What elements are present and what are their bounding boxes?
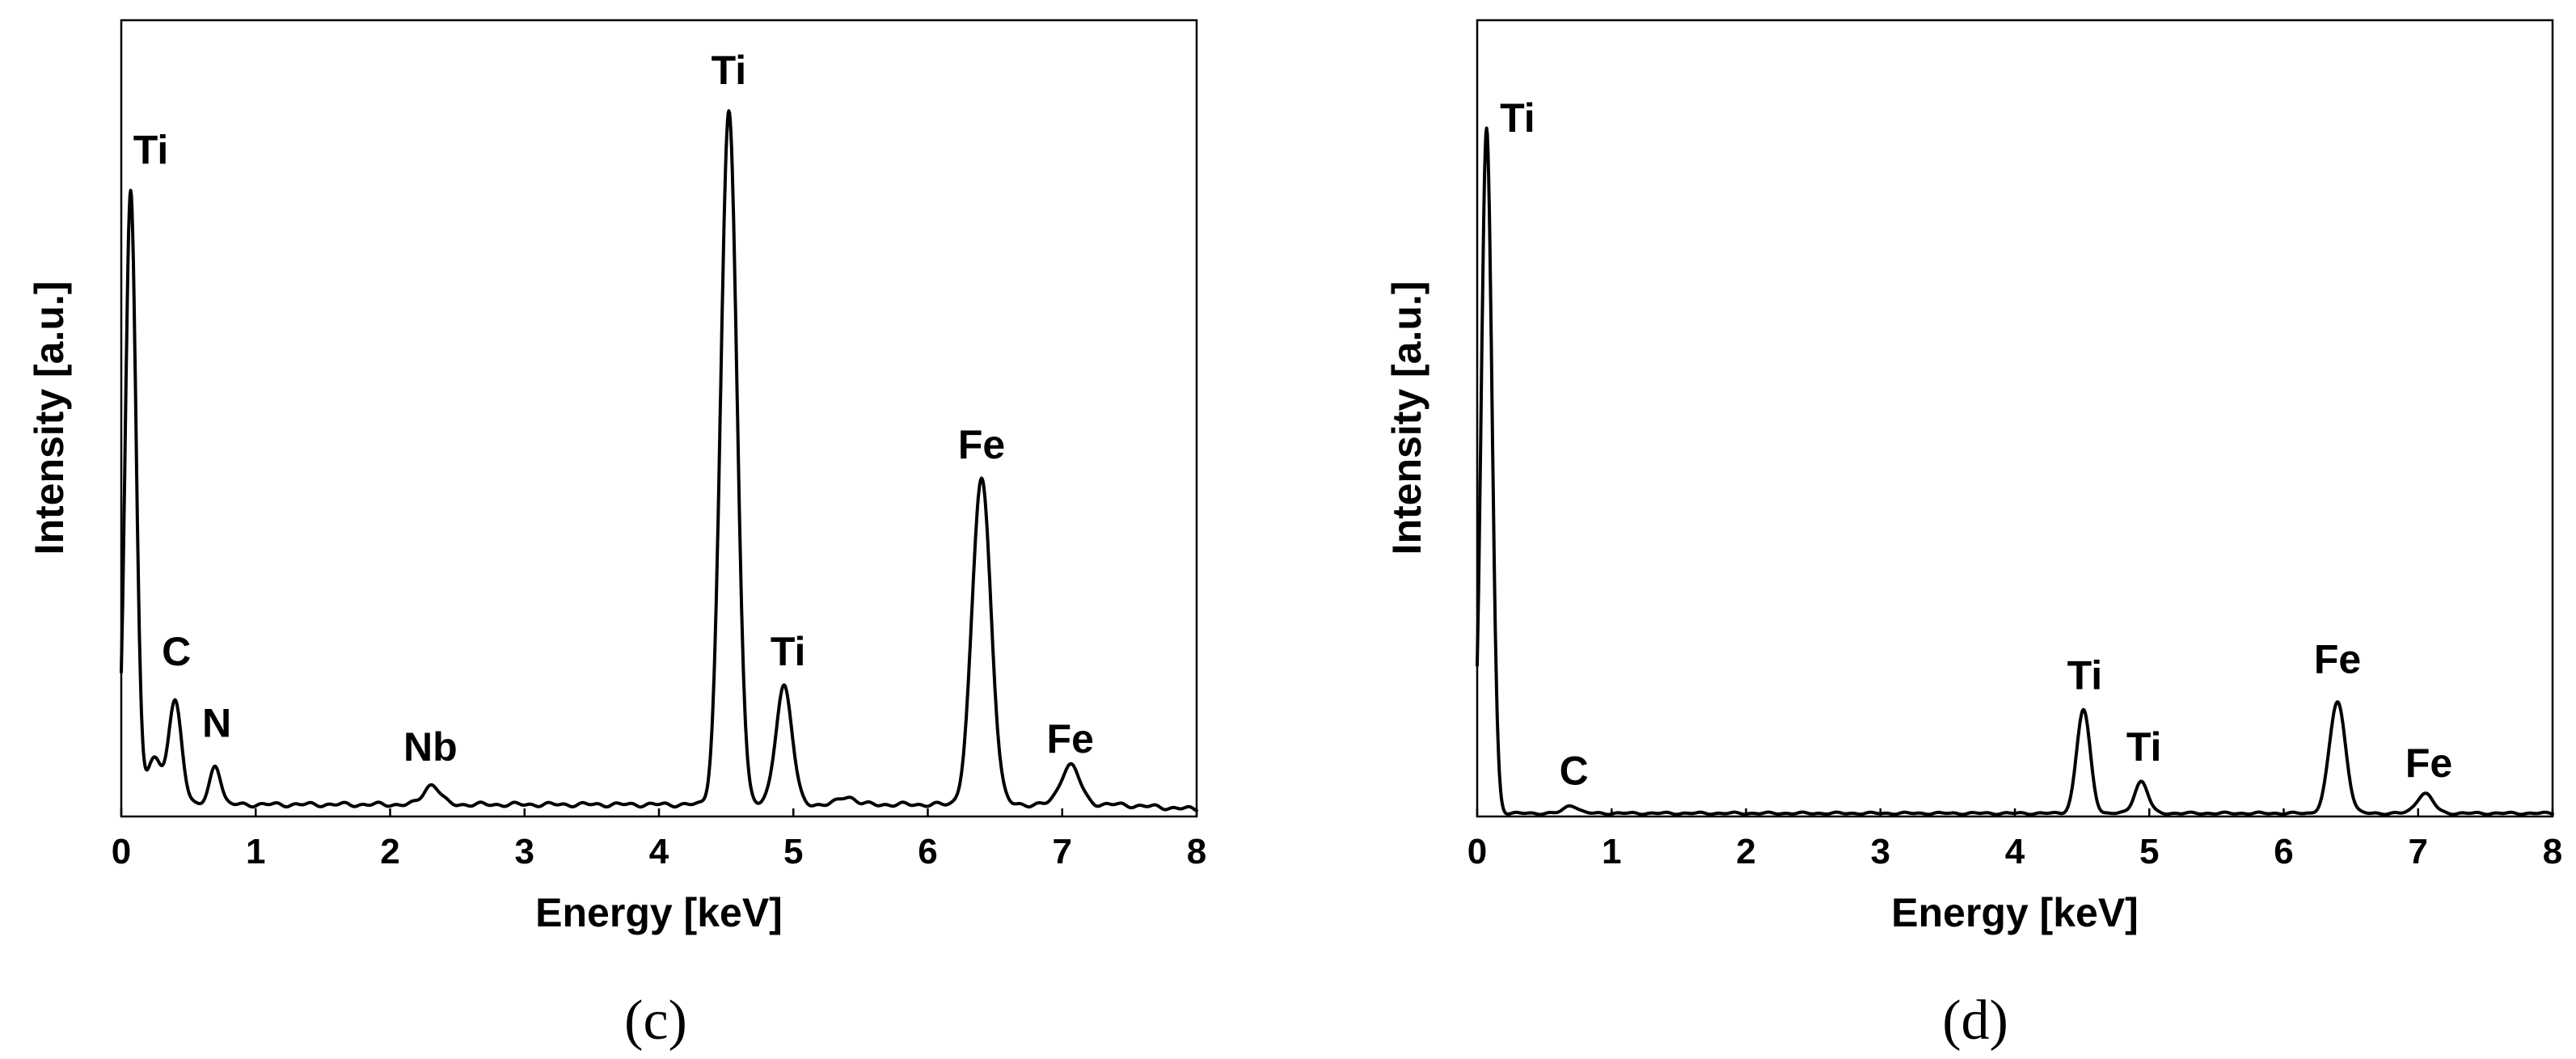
chart-panel-c: 0 1 2 3 4 5 6 7 8 Ti CN Nb Ti Ti Fe Fe Energy [keV] In… <box>27 19 1206 1052</box>
peak-label: Ti <box>712 48 747 93</box>
x-tick-label: 5 <box>783 832 803 871</box>
peak-label: Ti <box>2126 724 2162 770</box>
x-tick-label: 4 <box>649 832 669 871</box>
x-tick-label: 2 <box>1736 832 1755 871</box>
x-tick-label: 3 <box>1871 832 1890 871</box>
x-tick-label: 1 <box>246 832 265 871</box>
peak-label: Nb <box>403 724 458 770</box>
x-tick-label: 0 <box>112 832 131 871</box>
x-ticks-c: 0 1 2 3 4 5 6 7 8 <box>112 808 1206 871</box>
peak-label: C <box>1560 749 1589 794</box>
peak-label: Ti <box>2067 652 2103 698</box>
peak-label: Fe <box>2405 740 2452 786</box>
x-tick-label: 5 <box>2139 832 2159 871</box>
peak-label: Ti <box>1500 95 1535 141</box>
spectrum-line-c <box>120 109 1198 812</box>
y-axis-label-d: Intensity [a.u.] <box>1384 281 1429 555</box>
plot-frame-d <box>1476 19 2554 818</box>
x-tick-label: 0 <box>1467 832 1487 871</box>
peak-label: Fe <box>958 422 1005 467</box>
peak-label: Fe <box>2314 637 2361 682</box>
panel-label-d: (d) <box>1942 989 2008 1052</box>
x-tick-label: 8 <box>2543 832 2562 871</box>
y-axis-label-c: Intensity [a.u.] <box>27 281 72 555</box>
x-tick-label: 3 <box>515 832 534 871</box>
x-tick-label: 8 <box>1187 832 1206 871</box>
chart-panel-d: 0 1 2 3 4 5 6 7 8 Ti C Ti Ti Fe Fe Energy [keV] Inten… <box>1384 19 2562 1052</box>
x-tick-label: 1 <box>1602 832 1621 871</box>
peak-label: C <box>162 629 191 674</box>
plot-frame-c <box>120 19 1198 818</box>
peak-labels-c: Ti CN Nb Ti Ti Fe Fe <box>133 48 1094 770</box>
x-ticks-d: 0 1 2 3 4 5 6 7 8 <box>1467 808 2562 871</box>
peak-label: Ti <box>771 629 806 674</box>
x-tick-label: 6 <box>2274 832 2293 871</box>
x-axis-label-c: Energy [keV] <box>535 890 783 935</box>
x-tick-label: 7 <box>1053 832 1072 871</box>
x-tick-label: 6 <box>918 832 937 871</box>
peak-label: N <box>202 701 231 746</box>
x-tick-label: 7 <box>2409 832 2428 871</box>
x-tick-label: 4 <box>2005 832 2025 871</box>
peak-label: Ti <box>133 127 169 172</box>
spectrum-line-d <box>1476 126 2554 816</box>
x-tick-label: 2 <box>380 832 399 871</box>
panel-label-c: (c) <box>624 989 687 1052</box>
peak-labels-d: Ti C Ti Ti Fe Fe <box>1500 95 2452 794</box>
peak-label: Fe <box>1047 716 1094 762</box>
x-axis-label-d: Energy [keV] <box>1891 890 2139 935</box>
